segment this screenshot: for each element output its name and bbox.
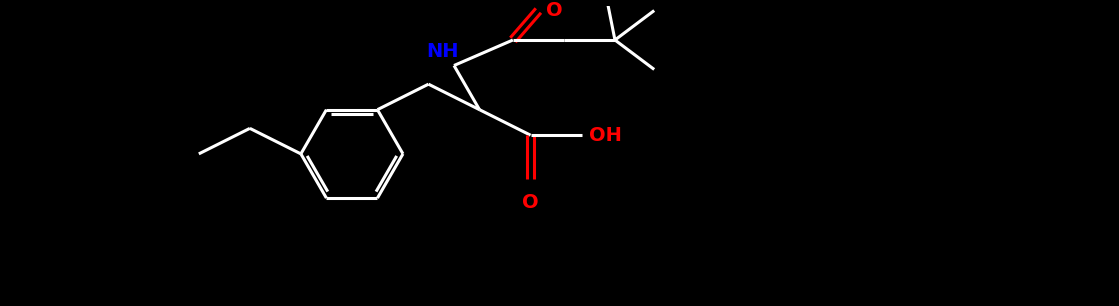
Text: NH: NH [426,42,459,61]
Text: O: O [523,193,539,212]
Text: O: O [546,1,563,20]
Text: OH: OH [590,126,622,145]
